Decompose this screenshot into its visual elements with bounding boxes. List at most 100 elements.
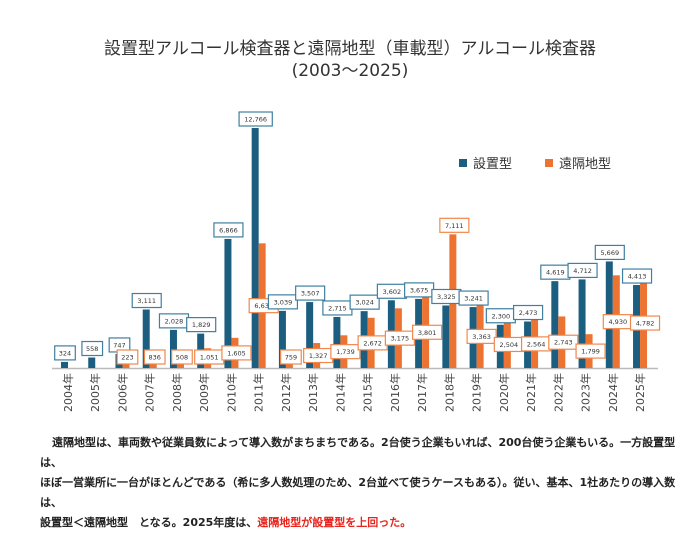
x-tick-label: 2012年 <box>279 373 293 412</box>
data-label-remote: 4,930 <box>608 318 627 326</box>
data-label-installed-box <box>567 262 598 279</box>
data-label-remote: 2,504 <box>500 341 519 349</box>
x-tick-label: 2024年 <box>606 373 620 412</box>
data-label-remote: 2,672 <box>363 339 382 347</box>
data-label-remote: 3,363 <box>472 333 491 341</box>
data-label-remote-box <box>143 349 166 365</box>
x-tick-label: 2007年 <box>143 373 157 412</box>
data-label-installed-box <box>213 222 244 238</box>
data-label-remote-box <box>221 345 252 361</box>
data-label-installed-box <box>621 268 653 284</box>
note-line-3-prefix: 設置型＜遠隔地型 となる。2025年度は、 <box>40 516 258 529</box>
x-tick-label: 2023年 <box>579 373 593 412</box>
x-tick-label: 2015年 <box>361 373 375 412</box>
data-label-installed: 324 <box>59 349 71 357</box>
bar-installed <box>306 302 314 368</box>
data-label-remote-box <box>439 217 470 233</box>
data-label-installed: 4,413 <box>628 273 647 281</box>
data-label-installed: 747 <box>113 341 125 349</box>
data-label-installed-box <box>131 292 162 309</box>
data-label-installed-box <box>81 340 104 357</box>
x-tick-label: 2010年 <box>224 373 238 412</box>
data-label-installed-box <box>54 345 76 361</box>
data-label-remote: 508 <box>176 354 188 362</box>
chart-subtitle: (2003～2025) <box>291 61 409 81</box>
note-line-2: ほぼ一営業所に一台がほとんどである（希に多人数処理のため、2台並べて使うケースも… <box>40 476 676 509</box>
data-label-installed-box <box>349 294 380 310</box>
data-label-remote: 1,051 <box>200 354 219 362</box>
x-tick-label: 2011年 <box>252 373 266 412</box>
bar-installed <box>224 238 232 368</box>
data-label-installed: 3,675 <box>410 286 429 294</box>
bar-installed <box>251 128 259 368</box>
data-label-remote: 6,632 <box>254 302 273 310</box>
data-label-installed: 3,602 <box>383 288 402 296</box>
data-label-remote: 2,564 <box>527 340 546 348</box>
data-label-installed: 3,241 <box>464 295 483 303</box>
data-label-installed-box <box>458 290 489 306</box>
x-tick-label: 2004年 <box>61 373 75 412</box>
data-label-installed-box <box>267 294 299 310</box>
data-label-remote: 1,605 <box>227 349 246 357</box>
bar-installed <box>551 281 559 368</box>
note-line-3: 設置型＜遠隔地型 となる。2025年度は、遠隔地型が設置型を上回った。 <box>40 513 680 533</box>
data-label-installed: 3,111 <box>137 297 156 305</box>
x-tick-label: 2006年 <box>115 373 129 412</box>
legend-label-remote: 遠隔地型 <box>559 157 611 172</box>
data-label-remote: 836 <box>149 354 161 362</box>
data-label-remote-box <box>575 343 606 359</box>
data-label-remote-box <box>629 315 661 331</box>
bar-remote <box>122 363 130 368</box>
data-label-remote-box <box>548 334 579 350</box>
data-label-installed: 2,715 <box>328 304 347 312</box>
legend-swatch-remote <box>545 159 553 167</box>
data-label-remote-box <box>466 328 497 344</box>
data-label-installed: 5,669 <box>600 249 619 257</box>
data-label-remote-box <box>330 344 361 360</box>
bar-installed <box>88 357 96 368</box>
data-label-installed-box <box>594 244 625 261</box>
x-tick-label: 2018年 <box>442 373 456 412</box>
data-label-remote: 1,799 <box>581 348 600 356</box>
data-label-remote-box <box>412 324 443 340</box>
bar-chart: 2004年 324 2005年 558 2006年 747 223 2007年 3,111 836… <box>52 111 661 412</box>
bar-installed <box>142 309 150 368</box>
data-label-remote: 1,739 <box>336 348 355 356</box>
data-label-installed: 3,039 <box>274 298 293 306</box>
data-label-remote: 3,801 <box>418 329 437 337</box>
bar-installed <box>278 310 286 368</box>
x-tick-label: 2014年 <box>333 373 347 412</box>
note-highlight: 遠隔地型が設置型を上回った。 <box>257 516 412 529</box>
data-label-remote-box <box>171 349 193 365</box>
x-tick-label: 2008年 <box>170 373 184 412</box>
data-label-installed: 3,325 <box>437 293 456 301</box>
bar-installed <box>169 329 177 368</box>
x-tick-label: 2021年 <box>524 373 538 412</box>
legend-label-installed: 設置型 <box>473 156 512 172</box>
bar-installed <box>442 305 450 368</box>
data-label-installed: 2,300 <box>492 312 511 320</box>
data-label-remote: 223 <box>121 354 133 362</box>
x-tick-label: 2022年 <box>551 373 565 412</box>
data-label-installed: 2,028 <box>165 317 184 325</box>
x-tick-label: 2009年 <box>197 373 211 412</box>
note-text: 遠隔地型は、車両数や従業員数によって導入数がまちまちである。2台使う企業もいれば… <box>40 433 680 533</box>
data-label-remote: 3,175 <box>391 335 410 343</box>
data-label-installed-box <box>512 304 544 321</box>
data-label-remote-box <box>116 349 139 365</box>
data-label-remote: 7,111 <box>445 222 464 230</box>
data-label-installed: 4,619 <box>546 269 565 277</box>
x-tick-label: 2025年 <box>633 373 647 412</box>
x-tick-label: 2005年 <box>88 373 102 412</box>
data-label-installed-box <box>295 285 326 301</box>
data-label-installed-box <box>186 317 217 333</box>
data-label-installed: 4,712 <box>573 267 592 275</box>
bar-installed <box>61 361 68 368</box>
data-label-remote-box <box>280 349 302 365</box>
data-label-installed: 2,473 <box>519 309 538 317</box>
data-label-remote: 1,327 <box>309 352 328 360</box>
x-tick-label: 2019年 <box>470 373 484 412</box>
data-label-installed: 6,866 <box>219 226 238 234</box>
chart-title: 設置型アルコール検査器と遠隔地型（車載型）アルコール検査器 <box>104 39 596 59</box>
data-label-remote: 4,782 <box>636 320 655 328</box>
